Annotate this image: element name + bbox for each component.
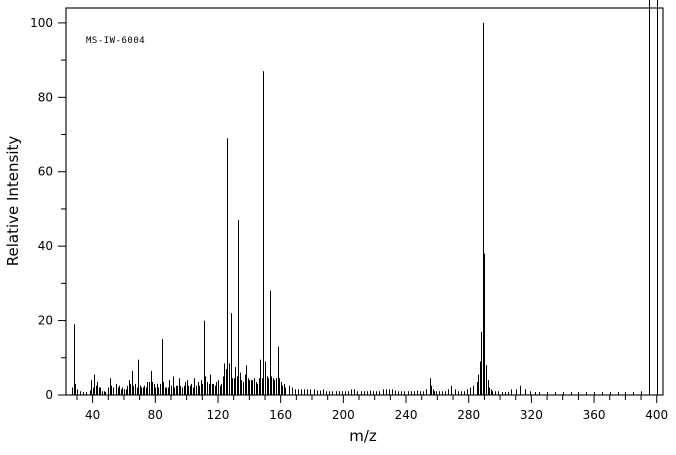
y-tick-label: 20 [38,314,53,328]
x-tick-label: 280 [457,408,480,422]
x-tick-label: 320 [520,408,543,422]
x-tick-label: 120 [207,408,230,422]
x-axis-title: m/z [349,427,377,445]
y-axis-ticks [58,22,66,396]
plot-frame [65,7,664,396]
y-axis-title: Relative Intensity [4,136,22,267]
x-tick-label: 80 [148,408,163,422]
x-tick-label: 200 [332,408,355,422]
x-tick-label: 360 [583,408,606,422]
x-axis-ticks [76,395,658,403]
x-tick-label: 40 [85,408,100,422]
y-tick-label: 40 [38,239,53,253]
y-tick-label: 0 [45,388,53,402]
y-tick-label: 60 [38,165,53,179]
spectrum-annotation: MS-IW-6004 [86,36,145,46]
x-tick-label: 400 [645,408,668,422]
spectrum-peaks [72,0,658,395]
x-axis-tick-labels: 40 80 120 160 200 240 280 320 360 400 [85,408,668,422]
x-tick-label: 240 [395,408,418,422]
x-tick-label: 160 [269,408,292,422]
y-axis-tick-labels: 0 20 40 60 80 100 [30,16,53,402]
y-tick-label: 100 [30,16,53,30]
y-tick-label: 80 [38,90,53,104]
